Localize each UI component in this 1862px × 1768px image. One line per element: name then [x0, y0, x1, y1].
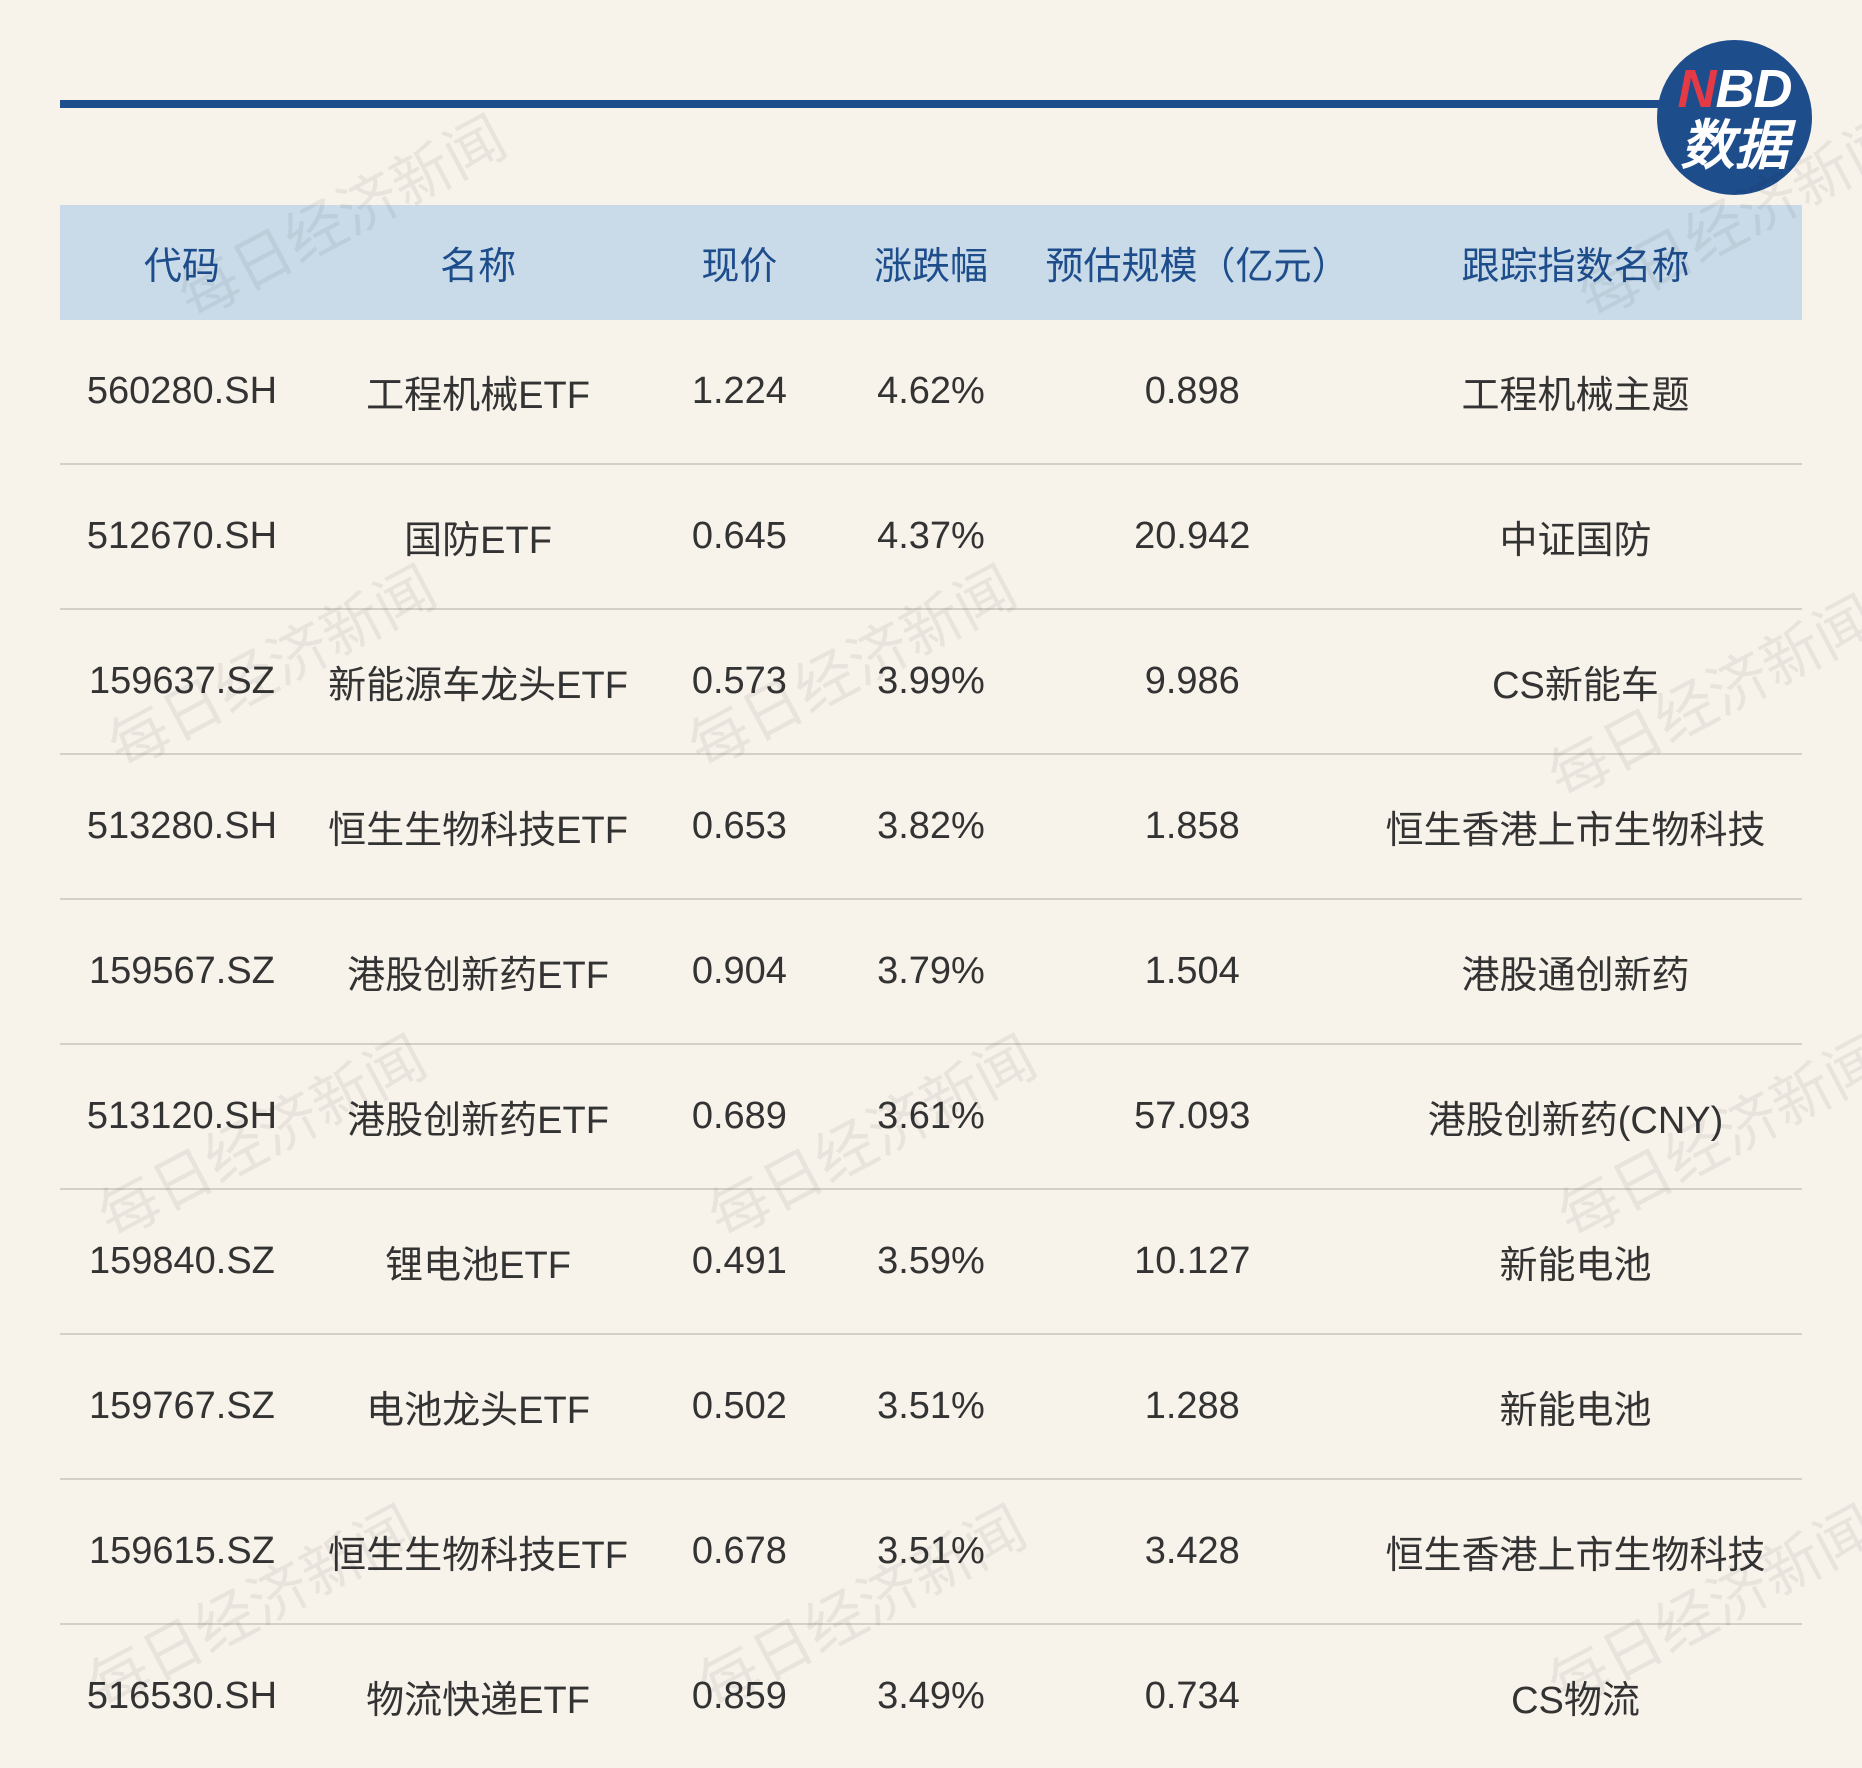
col-header-scale: 预估规模（亿元）: [1035, 205, 1349, 320]
cell-price: 0.502: [652, 1334, 826, 1479]
cell-name: 港股创新药ETF: [304, 1044, 652, 1189]
cell-price: 0.689: [652, 1044, 826, 1189]
cell-scale: 9.986: [1035, 609, 1349, 754]
col-header-chg: 涨跌幅: [826, 205, 1035, 320]
cell-chg: 3.49%: [826, 1624, 1035, 1768]
cell-code: 159637.SZ: [60, 609, 304, 754]
table-row: 512670.SH国防ETF0.6454.37%20.942中证国防: [60, 464, 1802, 609]
cell-chg: 3.61%: [826, 1044, 1035, 1189]
cell-index: 新能电池: [1349, 1189, 1802, 1334]
cell-chg: 3.79%: [826, 899, 1035, 1044]
cell-index: 港股创新药(CNY): [1349, 1044, 1802, 1189]
cell-index: CS新能车: [1349, 609, 1802, 754]
cell-name: 电池龙头ETF: [304, 1334, 652, 1479]
table-header: 代码名称现价涨跌幅预估规模（亿元）跟踪指数名称: [60, 205, 1802, 320]
cell-code: 560280.SH: [60, 320, 304, 464]
cell-index: 恒生香港上市生物科技: [1349, 1479, 1802, 1624]
cell-scale: 57.093: [1035, 1044, 1349, 1189]
cell-index: 恒生香港上市生物科技: [1349, 754, 1802, 899]
header-row: 代码名称现价涨跌幅预估规模（亿元）跟踪指数名称: [60, 205, 1802, 320]
cell-price: 0.653: [652, 754, 826, 899]
cell-index: CS物流: [1349, 1624, 1802, 1768]
cell-index: 新能电池: [1349, 1334, 1802, 1479]
cell-chg: 3.99%: [826, 609, 1035, 754]
col-header-index: 跟踪指数名称: [1349, 205, 1802, 320]
cell-name: 工程机械ETF: [304, 320, 652, 464]
cell-code: 159767.SZ: [60, 1334, 304, 1479]
cell-scale: 10.127: [1035, 1189, 1349, 1334]
cell-price: 0.859: [652, 1624, 826, 1768]
cell-chg: 4.62%: [826, 320, 1035, 464]
cell-scale: 0.734: [1035, 1624, 1349, 1768]
badge-letter-n: N: [1678, 59, 1716, 119]
table-row: 560280.SH工程机械ETF1.2244.62%0.898工程机械主题: [60, 320, 1802, 464]
cell-code: 159840.SZ: [60, 1189, 304, 1334]
table-row: 159567.SZ港股创新药ETF0.9043.79%1.504港股通创新药: [60, 899, 1802, 1044]
cell-name: 锂电池ETF: [304, 1189, 652, 1334]
cell-code: 512670.SH: [60, 464, 304, 609]
cell-code: 513120.SH: [60, 1044, 304, 1189]
badge-line-1: NBD: [1678, 61, 1792, 118]
table-row: 513120.SH港股创新药ETF0.6893.61%57.093港股创新药(C…: [60, 1044, 1802, 1189]
badge-line-2: 数据: [1681, 118, 1789, 175]
cell-chg: 3.82%: [826, 754, 1035, 899]
cell-index: 工程机械主题: [1349, 320, 1802, 464]
cell-name: 物流快递ETF: [304, 1624, 652, 1768]
cell-scale: 1.504: [1035, 899, 1349, 1044]
header-rule: [60, 100, 1682, 108]
cell-scale: 20.942: [1035, 464, 1349, 609]
cell-index: 港股通创新药: [1349, 899, 1802, 1044]
cell-price: 0.904: [652, 899, 826, 1044]
cell-chg: 3.51%: [826, 1334, 1035, 1479]
cell-index: 中证国防: [1349, 464, 1802, 609]
cell-code: 516530.SH: [60, 1624, 304, 1768]
cell-code: 159567.SZ: [60, 899, 304, 1044]
table-row: 159840.SZ锂电池ETF0.4913.59%10.127新能电池: [60, 1189, 1802, 1334]
cell-name: 恒生生物科技ETF: [304, 1479, 652, 1624]
cell-name: 恒生生物科技ETF: [304, 754, 652, 899]
cell-name: 国防ETF: [304, 464, 652, 609]
cell-price: 0.491: [652, 1189, 826, 1334]
badge-letters-bd: BD: [1716, 59, 1792, 119]
table-row: 159767.SZ电池龙头ETF0.5023.51%1.288新能电池: [60, 1334, 1802, 1479]
table-row: 516530.SH物流快递ETF0.8593.49%0.734CS物流: [60, 1624, 1802, 1768]
table-body: 560280.SH工程机械ETF1.2244.62%0.898工程机械主题512…: [60, 320, 1802, 1768]
cell-name: 新能源车龙头ETF: [304, 609, 652, 754]
etf-table: 代码名称现价涨跌幅预估规模（亿元）跟踪指数名称 560280.SH工程机械ETF…: [60, 205, 1802, 1768]
table-row: 513280.SH恒生生物科技ETF0.6533.82%1.858恒生香港上市生…: [60, 754, 1802, 899]
cell-code: 159615.SZ: [60, 1479, 304, 1624]
cell-scale: 3.428: [1035, 1479, 1349, 1624]
col-header-name: 名称: [304, 205, 652, 320]
cell-price: 0.678: [652, 1479, 826, 1624]
cell-code: 513280.SH: [60, 754, 304, 899]
col-header-price: 现价: [652, 205, 826, 320]
cell-price: 0.645: [652, 464, 826, 609]
cell-price: 0.573: [652, 609, 826, 754]
cell-chg: 3.59%: [826, 1189, 1035, 1334]
cell-scale: 1.288: [1035, 1334, 1349, 1479]
cell-price: 1.224: [652, 320, 826, 464]
cell-chg: 3.51%: [826, 1479, 1035, 1624]
cell-scale: 1.858: [1035, 754, 1349, 899]
cell-chg: 4.37%: [826, 464, 1035, 609]
cell-scale: 0.898: [1035, 320, 1349, 464]
col-header-code: 代码: [60, 205, 304, 320]
table-row: 159637.SZ新能源车龙头ETF0.5733.99%9.986CS新能车: [60, 609, 1802, 754]
table-row: 159615.SZ恒生生物科技ETF0.6783.51%3.428恒生香港上市生…: [60, 1479, 1802, 1624]
cell-name: 港股创新药ETF: [304, 899, 652, 1044]
nbd-badge: NBD 数据: [1657, 40, 1812, 195]
